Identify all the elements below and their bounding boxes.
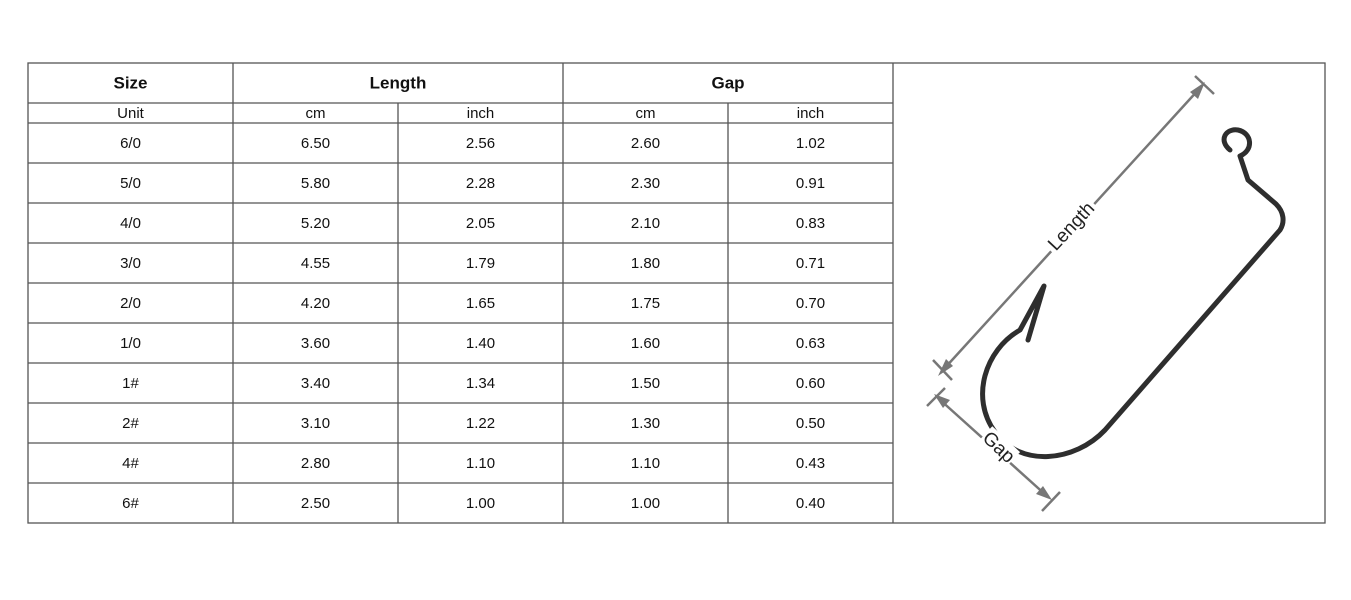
table-cell: 2.50 [301, 495, 330, 512]
table-cell: 2.56 [466, 135, 495, 152]
header-cell: Length [370, 73, 427, 92]
table-cell: 0.70 [796, 295, 825, 312]
unit-cell: Unit [117, 105, 145, 122]
table-cell: 1.00 [466, 495, 495, 512]
table-cell: 1.34 [466, 375, 495, 392]
table-cell: 0.71 [796, 255, 825, 272]
table-cell: 2.05 [466, 215, 495, 232]
table-cell: 3/0 [120, 255, 141, 272]
length-end-cap [1194, 75, 1215, 95]
table-cell: 0.43 [796, 455, 825, 472]
table-cell: 0.40 [796, 495, 825, 512]
table-cell: 1.10 [466, 455, 495, 472]
table-cell: 4.20 [301, 295, 330, 312]
table-cell: 5/0 [120, 175, 141, 192]
table-cell: 4.55 [301, 255, 330, 272]
arrow-head [934, 394, 950, 408]
table-cell: 2# [122, 415, 139, 432]
length-label: Length [1044, 198, 1099, 255]
table-cell: 1.02 [796, 135, 825, 152]
label-bg [1040, 194, 1104, 260]
arrow-head [1190, 82, 1205, 99]
table-cell: 1/0 [120, 335, 141, 352]
table-cell: 0.91 [796, 175, 825, 192]
table-cell: 3.40 [301, 375, 330, 392]
gap-label: Gap [978, 428, 1019, 468]
arrow-head [1036, 486, 1052, 500]
table-cell: 1.80 [631, 255, 660, 272]
table-cell: 2.28 [466, 175, 495, 192]
table-cell: 1.22 [466, 415, 495, 432]
unit-cell: inch [467, 105, 495, 122]
hook [980, 127, 1286, 459]
table-cell: 1.79 [466, 255, 495, 272]
unit-cell: inch [797, 105, 825, 122]
table-cell: 0.83 [796, 215, 825, 232]
unit-cell: cm [306, 105, 326, 122]
table-cell: 5.20 [301, 215, 330, 232]
table-cell: 2.60 [631, 135, 660, 152]
header-cell: Gap [711, 73, 744, 92]
header-cell: Size [113, 73, 147, 92]
table-cell: 2.30 [631, 175, 660, 192]
gap-end-cap [1041, 491, 1061, 512]
table-cell: 4# [122, 455, 139, 472]
table-cell: 2.80 [301, 455, 330, 472]
table-cell: 4/0 [120, 215, 141, 232]
table-cell: 3.10 [301, 415, 330, 432]
table-cell: 6.50 [301, 135, 330, 152]
table-cell: 5.80 [301, 175, 330, 192]
table-border [27, 62, 1326, 524]
arrow-head [938, 359, 953, 376]
label-bg [975, 426, 1021, 470]
table-cell: 1.40 [466, 335, 495, 352]
table-cell: 0.63 [796, 335, 825, 352]
table-cell: 1.75 [631, 295, 660, 312]
table-cell: 3.60 [301, 335, 330, 352]
table-cell: 1.65 [466, 295, 495, 312]
table-cell: 0.60 [796, 375, 825, 392]
table-cell: 0.50 [796, 415, 825, 432]
table-cell: 2.10 [631, 215, 660, 232]
table-cell: 1.00 [631, 495, 660, 512]
table-cell: 1# [122, 375, 139, 392]
table-cell: 1.10 [631, 455, 660, 472]
table-cell: 6/0 [120, 135, 141, 152]
table-cell: 1.60 [631, 335, 660, 352]
table-cell: 2/0 [120, 295, 141, 312]
table-cell: 6# [122, 495, 139, 512]
hook-diagram: Length Gap [926, 75, 1286, 512]
unit-cell: cm [636, 105, 656, 122]
table-cell: 1.50 [631, 375, 660, 392]
table-cell: 1.30 [631, 415, 660, 432]
